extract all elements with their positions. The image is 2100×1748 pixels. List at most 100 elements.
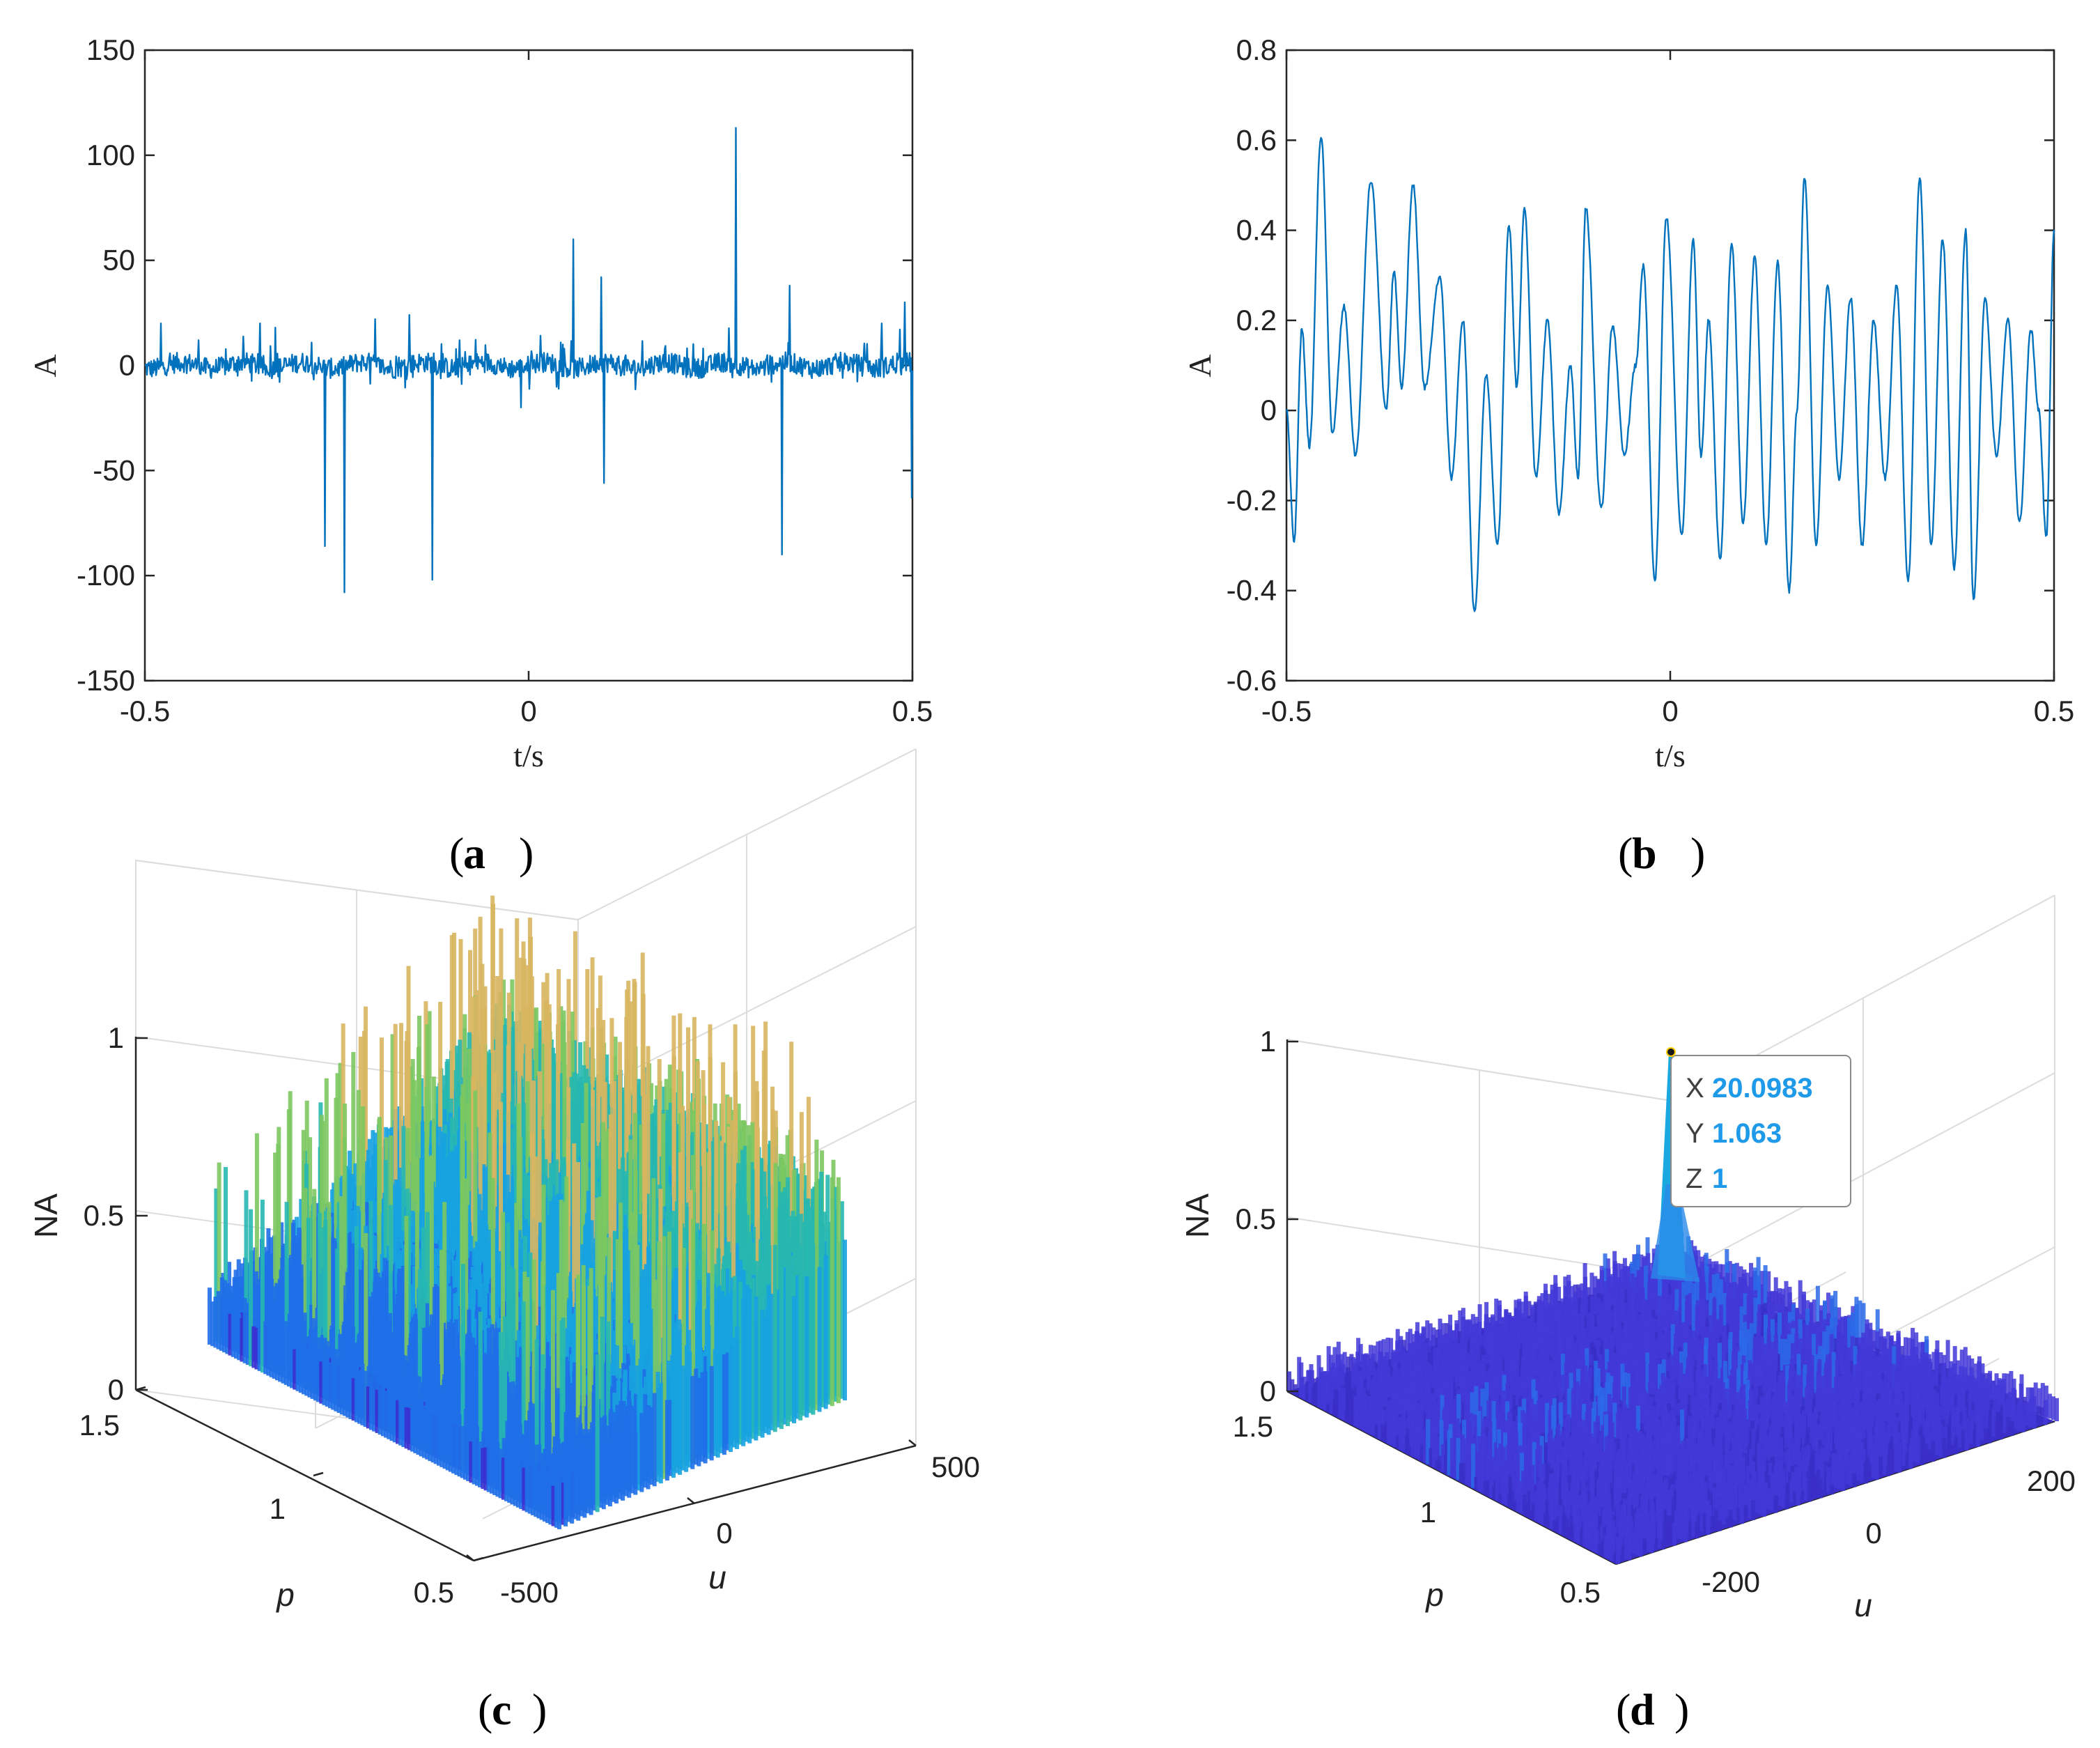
surface-column-c [342, 1138, 347, 1359]
surface-column-c [690, 1376, 695, 1469]
surface-column-c [674, 1359, 679, 1474]
x-tick-label-a: 0.5 [892, 695, 933, 727]
surface-column-c [478, 1045, 483, 1329]
surface-column-c [745, 1313, 749, 1442]
surface-column-c [635, 1244, 640, 1471]
surface-column-c [706, 1325, 711, 1460]
surface-column-c [324, 1078, 329, 1298]
surface-column-c [449, 935, 454, 1256]
surface-column-c [356, 1090, 361, 1315]
surface-column-c [587, 1285, 592, 1496]
surface-column-c [741, 1298, 746, 1446]
surface-column-c [528, 1252, 533, 1439]
surface-column-c [607, 1446, 612, 1507]
x-tick-label-b: 0.5 [2034, 695, 2074, 727]
surface-column-c [559, 1320, 564, 1500]
surface-column-c [464, 1178, 469, 1405]
surface-column-c [273, 1152, 278, 1341]
surface-column-c [691, 1218, 696, 1464]
signal-line-a [144, 127, 914, 594]
surface-column-c [404, 1216, 409, 1417]
surface-column-c [766, 1284, 771, 1435]
surface-column-c [614, 1420, 619, 1503]
surface-column-c [678, 1366, 683, 1475]
surface-column-c [582, 1285, 586, 1492]
surface-column-c [368, 1201, 373, 1373]
surface-column-c [630, 1212, 635, 1430]
surface-column-c [710, 1230, 715, 1455]
surface-column-c [839, 1201, 844, 1399]
surface-column-c [440, 1249, 444, 1436]
surface-column-c [531, 1259, 536, 1466]
surface-column-c [830, 1177, 834, 1407]
y-tick-label-b: 0.2 [1236, 304, 1277, 337]
surface-column-c [508, 1266, 513, 1454]
y-tick-label-a: 50 [102, 244, 135, 277]
surface-column-c [406, 1210, 411, 1393]
surface-column-c [817, 1267, 822, 1412]
x-tick-label-b: 0 [1662, 695, 1678, 727]
surface-column-c [592, 1446, 597, 1511]
surface-column-c [722, 1354, 726, 1455]
surface-column-c [715, 1324, 720, 1458]
front-axes-c [134, 1037, 917, 1562]
surface-column-c [814, 1139, 819, 1411]
surface-column-c [772, 1244, 777, 1432]
y-tick-label-a: -100 [77, 559, 135, 591]
surface-column-c [276, 1143, 281, 1343]
surface-column-c [770, 1293, 775, 1430]
surface-column-c [779, 1265, 784, 1430]
y-axis-label-a: A [27, 354, 63, 377]
surface-column-c [334, 1097, 339, 1322]
surface-column-c [547, 1004, 552, 1315]
panel-caption-a: ( a ) [449, 828, 534, 878]
surface-column-c [383, 1159, 388, 1349]
y-tick-label-a: -150 [77, 664, 135, 697]
surface-column-c [684, 1370, 689, 1472]
surface-column-c [729, 1316, 733, 1452]
x-axis-label-b: t/s [1655, 738, 1685, 773]
surface-column-c [575, 1278, 580, 1490]
surface-column-c [843, 1239, 847, 1400]
plot-box-b [1285, 49, 2055, 682]
surface-column-c [621, 1435, 625, 1501]
surface-column-c [668, 1400, 673, 1476]
surface-column-c [700, 1372, 705, 1462]
surface-column-c [823, 1255, 828, 1409]
surface-column-c [355, 1226, 359, 1391]
surface-column-c [562, 1202, 567, 1432]
surface-column-c [399, 1023, 403, 1293]
surface-column-c [719, 1310, 724, 1453]
surface-column-c [820, 1224, 825, 1407]
surface-column-c [731, 1120, 736, 1422]
surface-column-c [757, 1267, 762, 1437]
surface-column-c [388, 1205, 393, 1390]
surface-column-c [499, 928, 504, 1257]
surface-column-c [627, 1407, 632, 1498]
y-tick-label-b: 0.6 [1236, 123, 1277, 156]
surface-column-c [639, 1413, 644, 1492]
surface-column-c [642, 1124, 647, 1399]
surface-column-c [776, 1290, 781, 1428]
surface-column-c [338, 1062, 343, 1286]
surface-column-c [511, 1269, 516, 1455]
surface-column-c [811, 1244, 816, 1415]
surface-column-c [786, 1243, 790, 1426]
surface-column-c [808, 1225, 813, 1414]
surface-column-c [655, 1372, 660, 1482]
surface-column-c [633, 1432, 638, 1495]
x-tick-label-a: 0 [520, 695, 536, 727]
surface-column-c [671, 1363, 676, 1478]
surface-column-c [525, 1277, 530, 1469]
surface-column-c [686, 1027, 690, 1359]
surface-column-c [499, 1101, 503, 1366]
surface-column-c [667, 1231, 671, 1457]
surface-column-c [701, 1223, 706, 1444]
surface-column-c [598, 1429, 603, 1508]
surface-column-c [514, 1202, 519, 1425]
surface-column-c [584, 1083, 589, 1342]
y-axis-label-b: A [1182, 354, 1218, 377]
surface-c [208, 895, 847, 1529]
surface-column-c [572, 1143, 577, 1399]
